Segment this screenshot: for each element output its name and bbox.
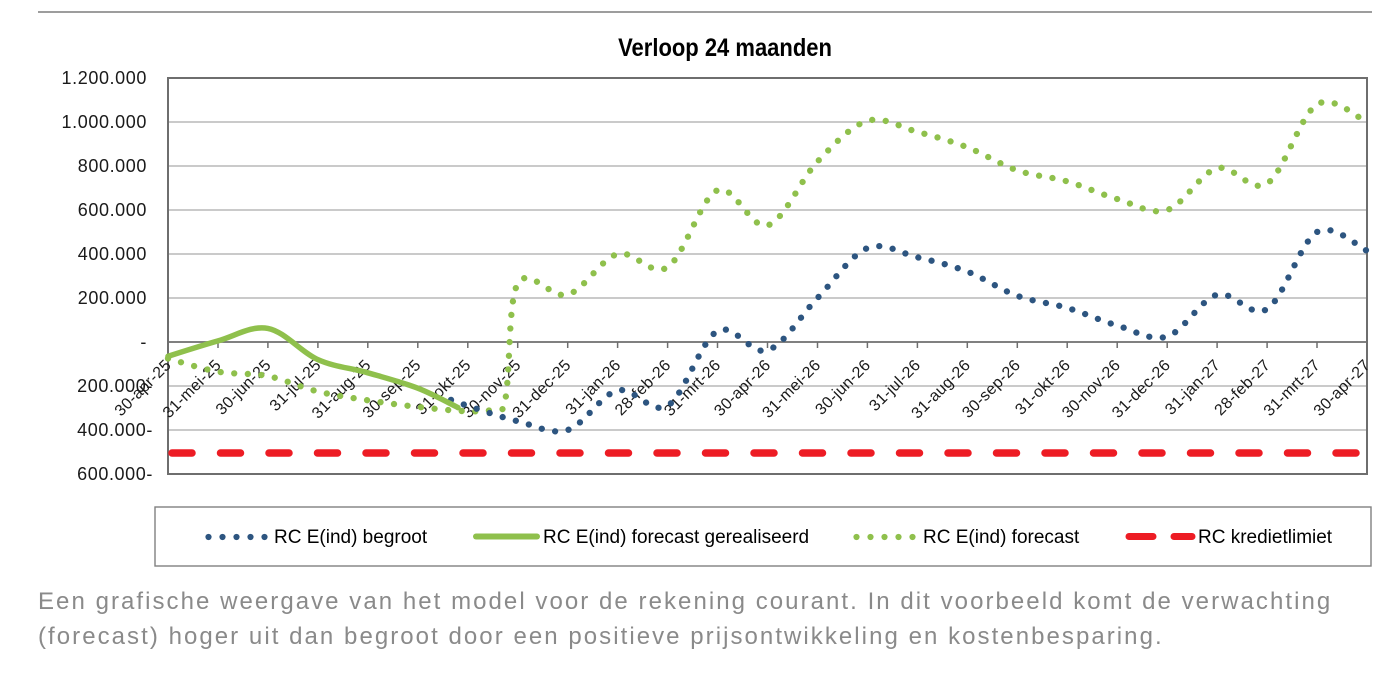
svg-text:800.000: 800.000 xyxy=(78,156,147,176)
svg-text:RC E(ind) forecast: RC E(ind) forecast xyxy=(923,527,1080,548)
svg-text:RC E(ind) forecast gerealiseer: RC E(ind) forecast gerealiseerd xyxy=(543,527,809,548)
svg-text:Verloop 24 maanden: Verloop 24 maanden xyxy=(618,34,832,62)
svg-text:600.000-: 600.000- xyxy=(77,464,153,484)
svg-text:400.000-: 400.000- xyxy=(77,420,153,440)
svg-text:600.000: 600.000 xyxy=(78,200,147,220)
svg-text:30-jun-25: 30-jun-25 xyxy=(213,357,275,419)
svg-text:400.000: 400.000 xyxy=(78,244,147,264)
svg-text:200.000-: 200.000- xyxy=(77,376,153,396)
svg-text:RC E(ind) begroot: RC E(ind) begroot xyxy=(274,527,428,548)
svg-text:1.000.000: 1.000.000 xyxy=(62,112,147,132)
svg-text:-: - xyxy=(140,332,147,352)
svg-text:200.000: 200.000 xyxy=(78,288,147,308)
svg-text:RC kredietlimiet: RC kredietlimiet xyxy=(1198,527,1333,548)
svg-text:1.200.000: 1.200.000 xyxy=(62,68,147,88)
svg-text:30-jun-26: 30-jun-26 xyxy=(812,357,874,419)
